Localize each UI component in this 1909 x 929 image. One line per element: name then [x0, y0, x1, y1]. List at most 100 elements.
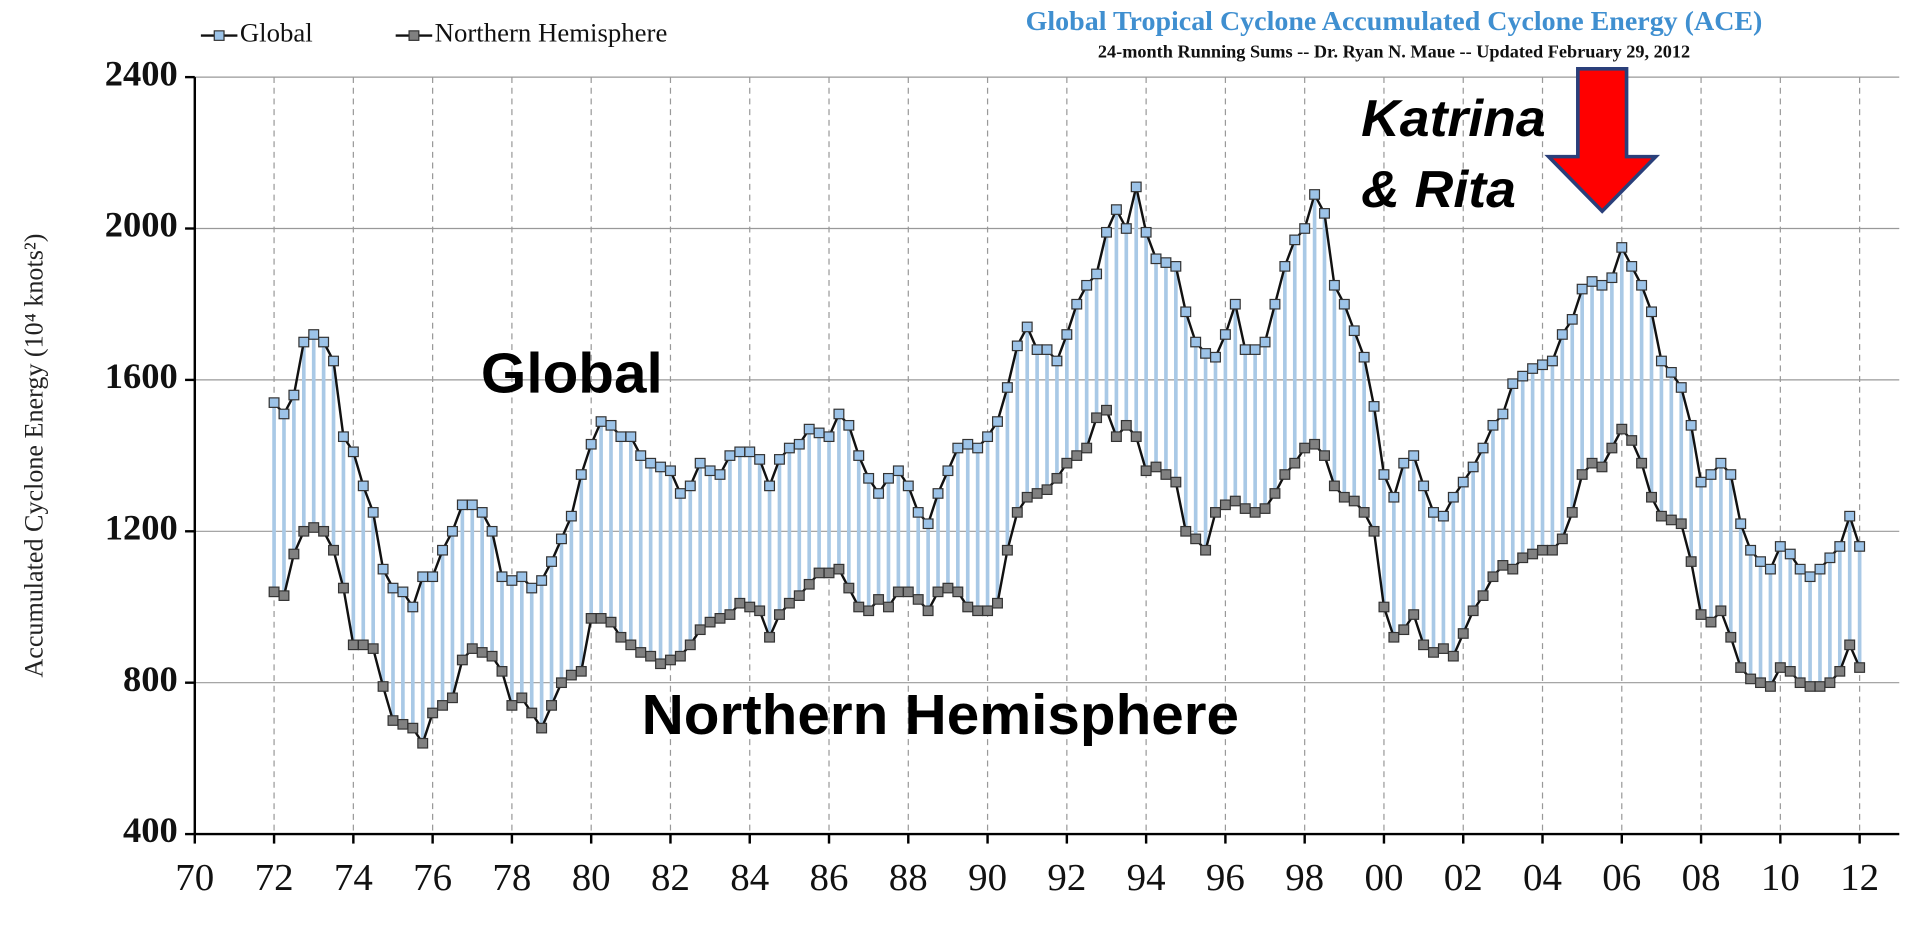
marker [635, 450, 647, 461]
marker [1834, 665, 1846, 677]
marker [1646, 306, 1657, 318]
marker [328, 544, 340, 556]
marker [1655, 355, 1667, 367]
marker [268, 397, 280, 408]
marker [466, 499, 478, 511]
marker [1328, 480, 1340, 492]
marker [1011, 340, 1023, 352]
marker [1130, 181, 1142, 193]
marker [803, 423, 815, 435]
annotation: Katrina [1361, 90, 1546, 148]
marker [496, 665, 508, 677]
marker [1259, 503, 1271, 514]
marker [1824, 677, 1836, 689]
marker [1328, 279, 1340, 291]
marker [1626, 435, 1638, 446]
y-tick-label: 1200 [105, 508, 178, 547]
marker [1695, 476, 1707, 488]
marker [476, 647, 488, 658]
marker [704, 465, 716, 477]
marker [1299, 223, 1311, 234]
marker [1279, 469, 1291, 480]
marker [1160, 257, 1172, 268]
arrow [1544, 67, 1661, 214]
marker [1457, 628, 1469, 639]
marker [773, 454, 785, 465]
marker [1299, 442, 1311, 454]
marker [357, 480, 369, 492]
marker [1408, 450, 1420, 461]
marker [992, 416, 1003, 427]
marker [1774, 541, 1786, 552]
marker [1061, 329, 1073, 340]
marker [516, 571, 528, 583]
marker [615, 631, 627, 643]
marker [1794, 563, 1806, 575]
marker [1675, 518, 1687, 530]
marker [1745, 544, 1757, 556]
marker [615, 431, 627, 443]
legend-label: Northern Hemisphere [435, 18, 668, 48]
annotation: Northern Hemisphere [642, 684, 1239, 747]
marker [1725, 631, 1737, 643]
marker [972, 605, 984, 617]
marker [1041, 484, 1053, 496]
legend-label: Global [240, 18, 313, 48]
marker [1309, 438, 1321, 450]
marker [922, 605, 934, 617]
marker [1517, 552, 1529, 564]
marker [516, 692, 528, 704]
marker [1755, 677, 1767, 689]
marker [655, 658, 667, 670]
marker [1576, 283, 1588, 295]
marker [1269, 298, 1281, 310]
marker [1517, 370, 1529, 382]
marker [555, 533, 567, 545]
marker [1755, 556, 1767, 567]
marker [1824, 552, 1836, 564]
marker [546, 556, 558, 567]
marker [337, 582, 349, 594]
marker [347, 639, 359, 651]
marker [427, 707, 439, 719]
marker [1071, 450, 1083, 461]
marker [1854, 541, 1866, 552]
x-tick-label: 70 [175, 858, 214, 899]
marker [1606, 442, 1618, 454]
marker [1101, 404, 1112, 416]
marker [1110, 204, 1122, 215]
marker [952, 442, 964, 454]
marker [1200, 544, 1212, 556]
x-tick-label: 02 [1444, 858, 1483, 899]
marker [1279, 261, 1291, 272]
marker [585, 613, 597, 624]
marker [1556, 329, 1568, 340]
marker [565, 669, 577, 681]
marker [625, 431, 637, 443]
marker [506, 700, 518, 711]
marker [328, 355, 340, 367]
marker [625, 639, 637, 651]
marker [1467, 605, 1479, 617]
marker [1120, 223, 1132, 234]
marker [1398, 624, 1410, 636]
marker [783, 442, 795, 454]
marker [605, 419, 617, 431]
marker [486, 525, 498, 537]
marker [873, 488, 885, 499]
marker [952, 586, 964, 598]
marker [1715, 605, 1727, 617]
marker [1200, 348, 1212, 359]
marker [585, 438, 597, 450]
marker [268, 586, 280, 598]
marker [1229, 298, 1241, 310]
marker [1626, 261, 1638, 272]
marker [1527, 548, 1539, 560]
marker [1447, 491, 1459, 503]
marker [664, 465, 676, 477]
marker [387, 715, 399, 726]
marker [1180, 525, 1192, 537]
x-tick-label: 88 [889, 858, 928, 899]
marker [565, 510, 577, 522]
